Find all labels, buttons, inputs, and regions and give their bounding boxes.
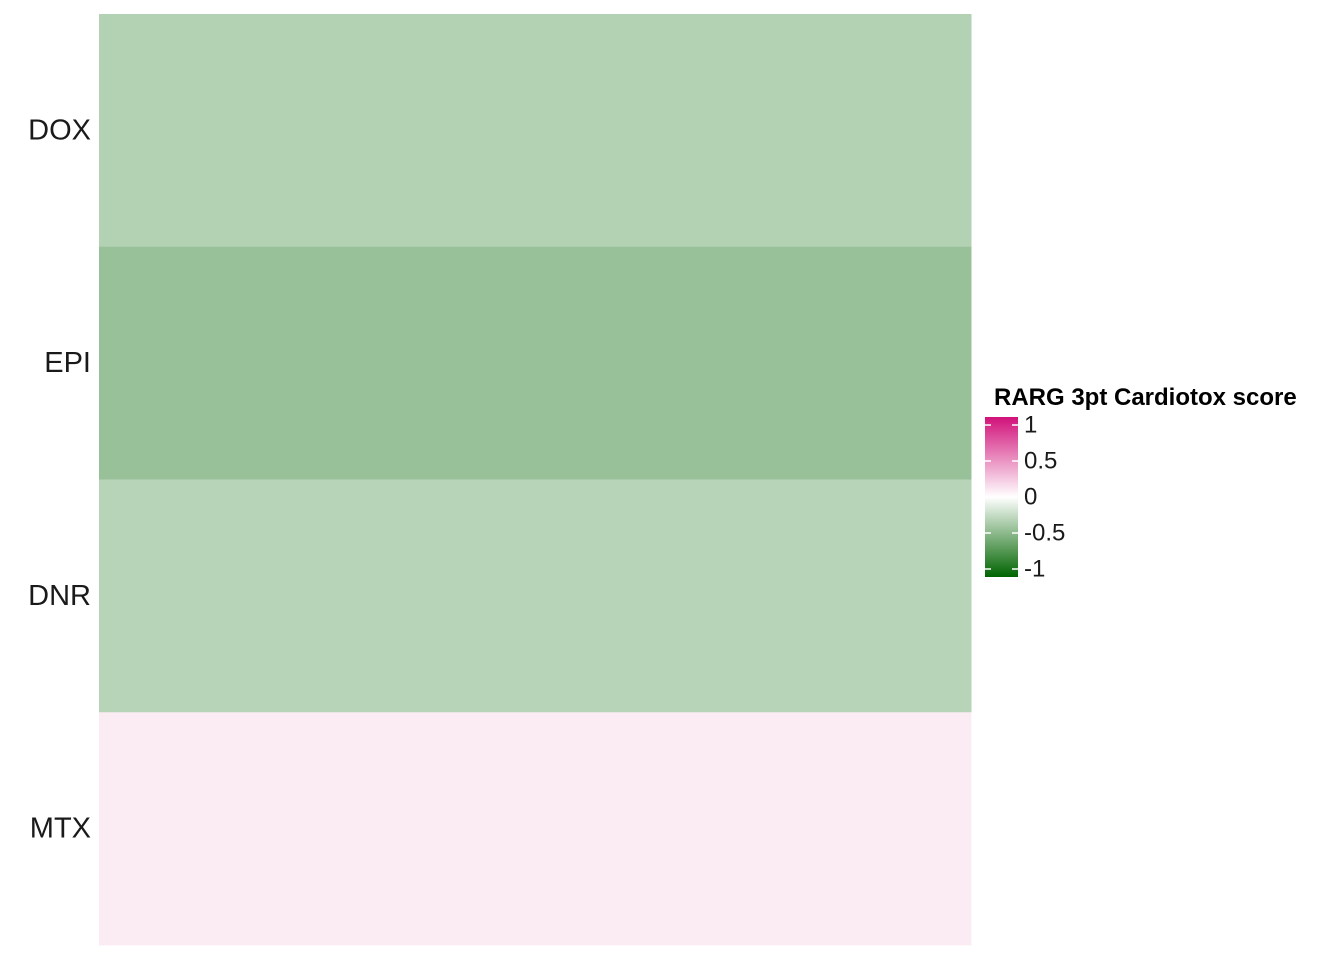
color-legend: RARG 3pt Cardiotox score 1 0.5 0 -0.5 -1: [985, 384, 1297, 583]
row-label-epi: EPI: [44, 347, 91, 379]
legend-tick-label: -1: [1024, 556, 1045, 583]
legend-tick-label: 0: [1024, 484, 1037, 511]
heatmap-cell-mtx: [99, 712, 972, 946]
heatmap-cells: [99, 14, 972, 946]
row-label-dox: DOX: [28, 114, 91, 146]
legend-title: RARG 3pt Cardiotox score: [994, 384, 1297, 411]
row-label-mtx: MTX: [30, 813, 91, 845]
row-labels: DOX EPI DNR MTX: [28, 114, 91, 844]
legend-ticks: 1 0.5 0 -0.5 -1: [985, 412, 1065, 583]
row-label-dnr: DNR: [28, 580, 91, 612]
legend-tick-label: 0.5: [1024, 448, 1057, 475]
legend-tick-label: 1: [1024, 412, 1037, 439]
legend-tick-label: -0.5: [1024, 520, 1065, 547]
heatmap-cell-dnr: [99, 479, 972, 713]
heatmap-cell-dox: [99, 14, 972, 248]
heatmap-cell-epi: [99, 246, 972, 480]
